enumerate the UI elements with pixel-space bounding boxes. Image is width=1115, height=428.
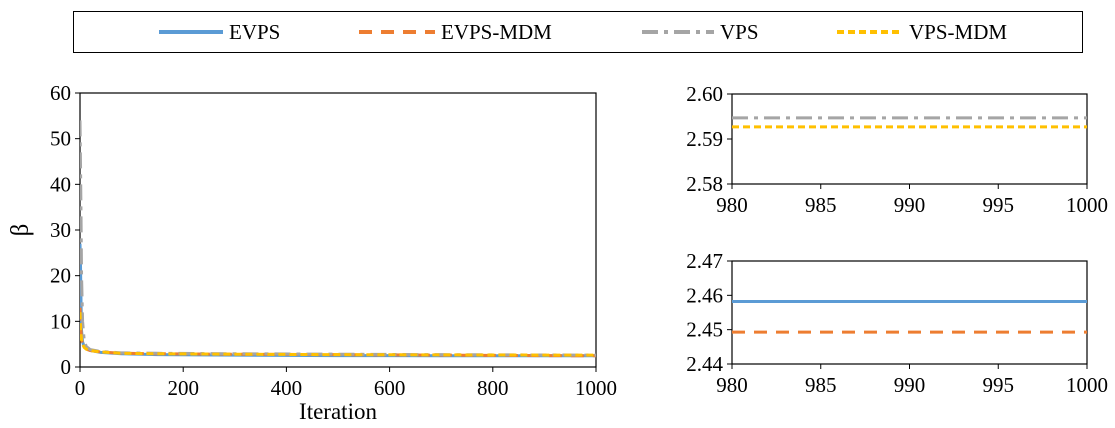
legend-swatch-vps-mdm	[837, 30, 903, 34]
y-axis-label: β	[7, 224, 34, 237]
series-line-vps-mdm	[80, 312, 596, 357]
x-tick-label: 200	[167, 376, 199, 400]
y-tick-label: 0	[61, 355, 72, 379]
legend-label-evps-mdm: EVPS-MDM	[441, 19, 552, 44]
y-tick-label: 2.44	[686, 352, 723, 376]
x-tick-label: 980	[716, 373, 748, 397]
y-tick-label: 20	[50, 264, 71, 288]
legend-label-vps: VPS	[720, 19, 759, 44]
x-tick-label: 1000	[1066, 193, 1108, 217]
legend-label-vps-mdm: VPS-MDM	[909, 19, 1008, 44]
x-tick-label: 990	[894, 373, 926, 397]
zoom-chart-top: 2.58 2.59 2.60 980 985 990 995 1000	[686, 82, 1108, 217]
x-tick-label: 990	[894, 193, 926, 217]
y-tick-label: 2.60	[686, 82, 723, 106]
y-tick-label: 30	[50, 218, 71, 242]
x-tick-label: 800	[477, 376, 509, 400]
series-line-evps	[80, 243, 596, 358]
x-tick-label: 995	[983, 193, 1015, 217]
zoom-chart-bottom: 2.44 2.45 2.46 2.47 980 985 990 995 1000	[686, 249, 1108, 397]
x-tick-label: 1000	[575, 376, 617, 400]
y-tick-label: 10	[50, 309, 71, 333]
x-tick-label: 995	[983, 373, 1015, 397]
legend-label-evps: EVPS	[229, 19, 281, 44]
y-tick-label: 50	[50, 127, 71, 151]
legend-swatch-vps	[642, 30, 714, 34]
legend-item-evps: EVPS	[159, 12, 280, 52]
legend-item-evps-mdm: EVPS-MDM	[359, 12, 552, 52]
plot-frame	[731, 260, 1088, 365]
y-tick-label: 2.58	[686, 172, 723, 196]
y-tick-label: 40	[50, 172, 71, 196]
x-axis-label: Iteration	[299, 399, 377, 424]
series-line-evps-mdm	[80, 307, 596, 358]
legend-swatch-evps-mdm	[359, 30, 435, 34]
y-tick-label: 2.46	[686, 283, 723, 307]
y-tick-label: 2.59	[686, 127, 723, 151]
y-tick-label: 2.45	[686, 318, 723, 342]
x-tick-label: 0	[75, 376, 86, 400]
x-tick-label: 400	[271, 376, 303, 400]
x-tick-label: 985	[805, 373, 837, 397]
x-tick-label: 600	[374, 376, 406, 400]
plot-frame	[79, 92, 597, 368]
legend: EVPS EVPS-MDM VPS VPS-MDM	[73, 11, 1083, 53]
plot-frame	[731, 93, 1088, 185]
x-tick-label: 980	[716, 193, 748, 217]
legend-swatch-evps	[159, 30, 223, 34]
y-tick-label: 2.47	[686, 249, 723, 273]
legend-item-vps-mdm: VPS-MDM	[837, 12, 1007, 52]
series-line-vps	[80, 120, 596, 357]
x-tick-label: 1000	[1066, 373, 1108, 397]
y-tick-label: 60	[50, 81, 71, 105]
legend-item-vps: VPS	[642, 12, 759, 52]
x-tick-label: 985	[805, 193, 837, 217]
